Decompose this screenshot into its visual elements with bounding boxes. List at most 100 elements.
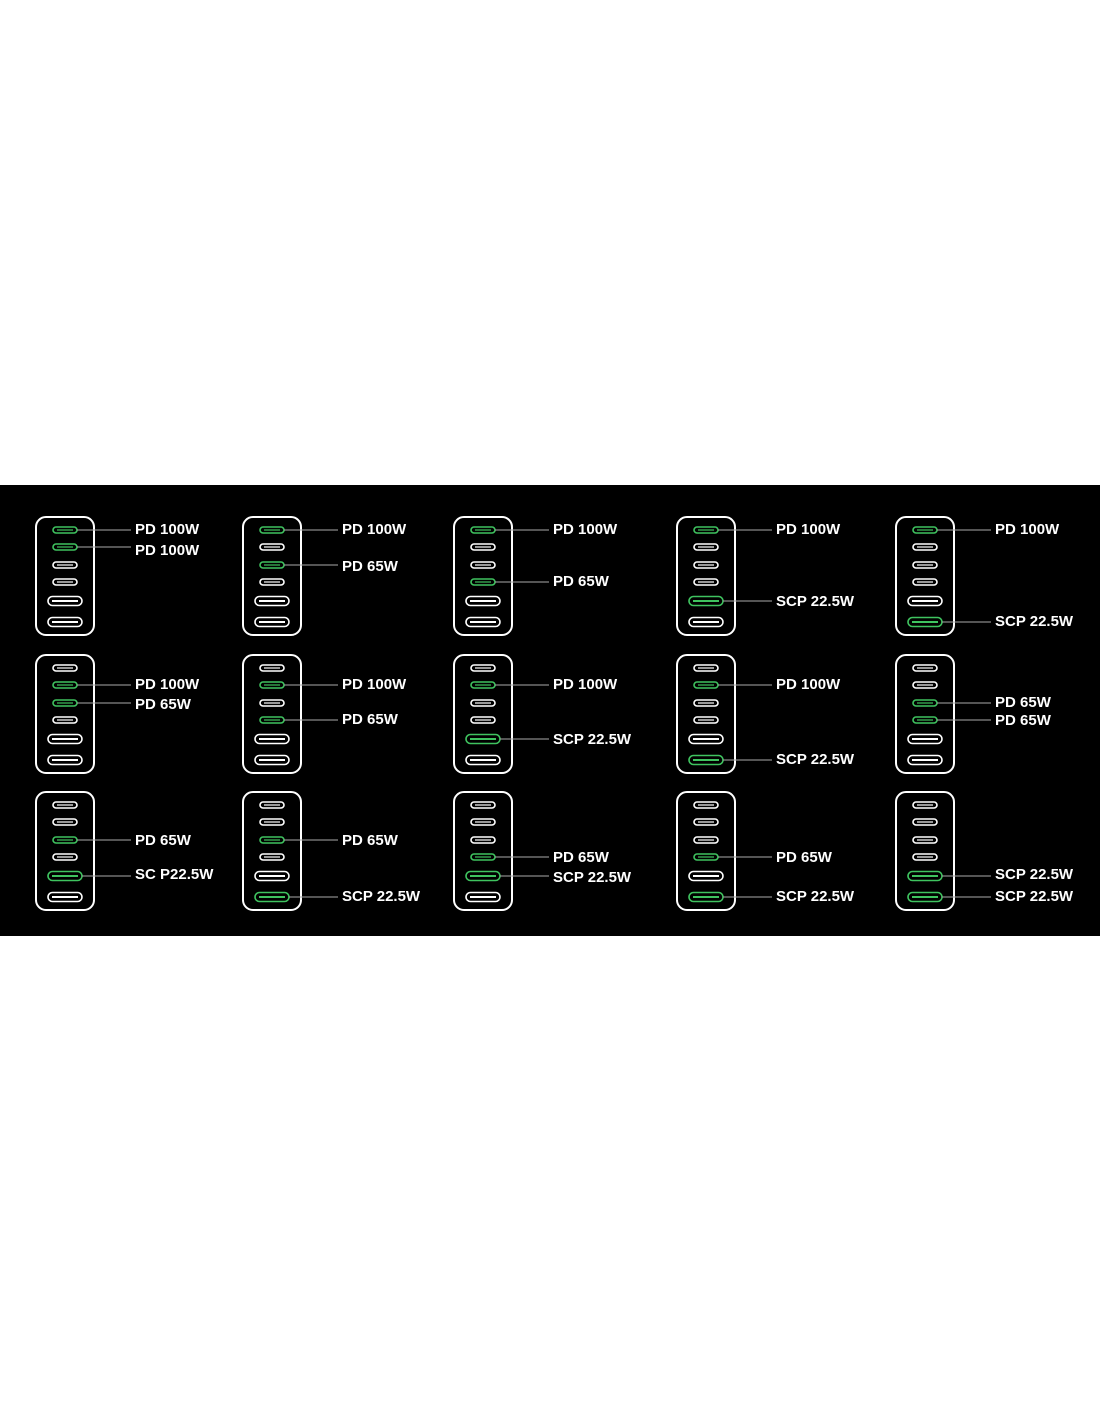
port-label: SCP 22.5W [553,869,632,886]
port [693,818,719,826]
port-label: PD 65W [342,558,399,575]
port-label: PD 100W [995,521,1060,538]
port-label: PD 65W [776,849,833,866]
port [470,664,496,672]
port [259,818,285,826]
port [254,616,290,628]
port [52,578,78,586]
port [52,664,78,672]
port [912,818,938,826]
charger-body [676,654,736,774]
port [254,595,290,607]
port-label: PD 100W [135,542,200,559]
port [254,870,290,882]
port [470,801,496,809]
port-label: SCP 22.5W [553,731,632,748]
port-label: SCP 22.5W [995,888,1074,905]
port [693,801,719,809]
port-label: SC P22.5W [135,866,214,883]
port-label: PD 100W [553,521,618,538]
port-label: PD 100W [776,676,841,693]
port [47,616,83,628]
port [47,733,83,745]
port [907,595,943,607]
port [907,733,943,745]
port [259,699,285,707]
port [912,543,938,551]
port [465,891,501,903]
port [912,681,938,689]
port [259,664,285,672]
port-label: SCP 22.5W [995,866,1074,883]
port [47,754,83,766]
charger-body [453,791,513,911]
port [907,754,943,766]
port [693,716,719,724]
port [470,836,496,844]
charger-body [35,516,95,636]
port-label: PD 65W [342,711,399,728]
port-label: PD 100W [776,521,841,538]
port [912,853,938,861]
port [912,836,938,844]
charger-body [453,654,513,774]
port [912,664,938,672]
port [470,699,496,707]
port [688,870,724,882]
port-label: PD 100W [342,521,407,538]
port [254,733,290,745]
port [465,754,501,766]
port [693,543,719,551]
port-label: PD 65W [995,712,1052,729]
port-label: PD 65W [995,694,1052,711]
charger-body [242,516,302,636]
charger-body [895,791,955,911]
port [693,836,719,844]
port-label: SCP 22.5W [995,613,1074,630]
port-label: SCP 22.5W [776,593,855,610]
port [259,853,285,861]
port-label: PD 65W [135,696,192,713]
port [52,561,78,569]
port-label: SCP 22.5W [342,888,421,905]
port [912,561,938,569]
port [688,616,724,628]
port-label: PD 65W [135,832,192,849]
black-band [0,485,1100,936]
port [470,561,496,569]
charger-body [676,516,736,636]
port [465,595,501,607]
port-label: SCP 22.5W [776,888,855,905]
port [52,818,78,826]
port [259,578,285,586]
port-label: PD 65W [553,849,610,866]
port [912,578,938,586]
port-label: PD 100W [135,676,200,693]
port [912,801,938,809]
port [52,801,78,809]
port-label: SCP 22.5W [776,751,855,768]
port [693,561,719,569]
port-label: PD 65W [553,573,610,590]
port [259,543,285,551]
port [470,543,496,551]
port [52,716,78,724]
port [688,733,724,745]
port-label: PD 100W [135,521,200,538]
charger-body [676,791,736,911]
charger-body [895,654,955,774]
port-label: PD 100W [553,676,618,693]
port [470,818,496,826]
port [465,616,501,628]
port [47,595,83,607]
port [47,891,83,903]
port-label: PD 100W [342,676,407,693]
port [259,801,285,809]
port [693,699,719,707]
port [470,716,496,724]
port-label: PD 65W [342,832,399,849]
port [52,853,78,861]
port [693,578,719,586]
charger-body [242,654,302,774]
